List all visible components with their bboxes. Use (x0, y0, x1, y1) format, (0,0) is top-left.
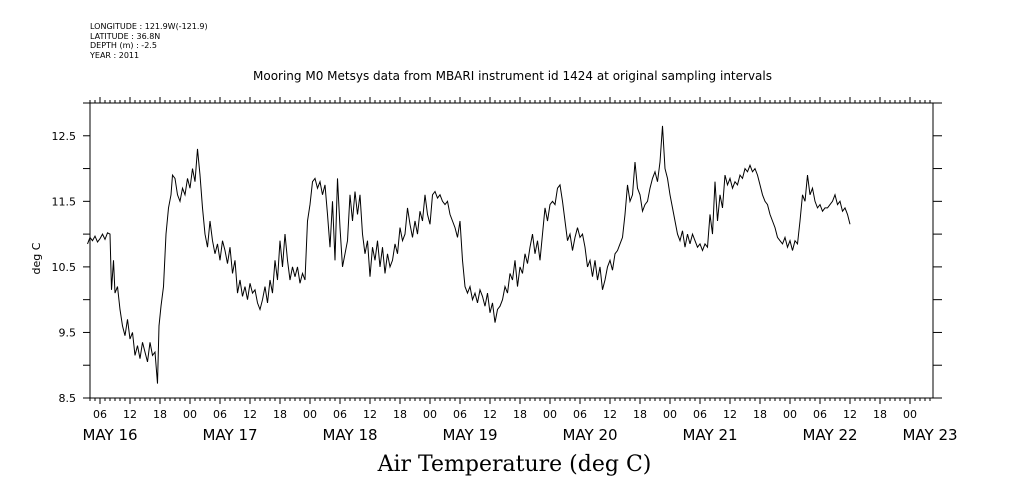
y-tick-label: 9.5 (59, 326, 77, 339)
x-hour-tick-label: 18 (393, 408, 407, 421)
year-text: YEAR : 2011 (90, 50, 140, 60)
chart-caption: Air Temperature (deg C) (377, 452, 652, 477)
x-hour-tick-label: 12 (123, 408, 137, 421)
x-hour-tick-label: 18 (153, 408, 167, 421)
x-hour-tick-label: 12 (843, 408, 857, 421)
x-hour-tick-label: 00 (903, 408, 917, 421)
x-hour-tick-label: 12 (603, 408, 617, 421)
x-day-label: MAY 20 (562, 426, 617, 444)
x-hour-tick-label: 12 (243, 408, 257, 421)
y-tick-label: 11.5 (52, 195, 77, 208)
x-hour-tick-label: 06 (333, 408, 347, 421)
x-hour-tick-label: 18 (513, 408, 527, 421)
x-day-label: MAY 23 (902, 426, 957, 444)
x-day-label: MAY 18 (322, 426, 377, 444)
x-hour-tick-label: 00 (423, 408, 437, 421)
y-tick-label: 8.5 (59, 392, 77, 405)
x-hour-tick-label: 06 (93, 408, 107, 421)
x-day-label: MAY 16 (82, 426, 137, 444)
x-hour-tick-label: 06 (453, 408, 467, 421)
x-hour-tick-label: 00 (663, 408, 677, 421)
y-axis-label: deg C (30, 242, 43, 274)
depth-text: DEPTH (m) : -2.5 (90, 41, 157, 50)
chart-title: Mooring M0 Metsys data from MBARI instru… (253, 69, 772, 83)
x-hour-tick-label: 18 (873, 408, 887, 421)
x-hour-tick-label: 06 (693, 408, 707, 421)
series-line (87, 125, 851, 384)
x-hour-tick-label: 06 (213, 408, 227, 421)
x-hour-tick-label: 06 (573, 408, 587, 421)
x-hour-tick-label: 00 (303, 408, 317, 421)
longitude-text: LONGITUDE : 121.9W(-121.9) (90, 22, 208, 31)
y-tick-label: 12.5 (52, 130, 77, 143)
x-day-label: MAY 19 (442, 426, 497, 444)
y-tick-label: 10.5 (52, 261, 77, 274)
x-hour-tick-label: 12 (363, 408, 377, 421)
x-hour-tick-label: 12 (723, 408, 737, 421)
metadata-block: LONGITUDE : 121.9W(-121.9) LATITUDE : 36… (90, 22, 208, 60)
latitude-text: LATITUDE : 36.8N (90, 31, 161, 41)
x-hour-tick-label: 18 (633, 408, 647, 421)
x-day-label: MAY 21 (682, 426, 737, 444)
x-hour-tick-label: 00 (543, 408, 557, 421)
x-hour-tick-label: 00 (183, 408, 197, 421)
x-hour-tick-label: 18 (753, 408, 767, 421)
x-hour-tick-label: 18 (273, 408, 287, 421)
x-day-label: MAY 22 (802, 426, 857, 444)
x-hour-tick-label: 00 (783, 408, 797, 421)
x-hour-tick-label: 06 (813, 408, 827, 421)
x-day-label: MAY 17 (202, 426, 257, 444)
x-hour-tick-label: 12 (483, 408, 497, 421)
plot-frame (89, 102, 934, 399)
